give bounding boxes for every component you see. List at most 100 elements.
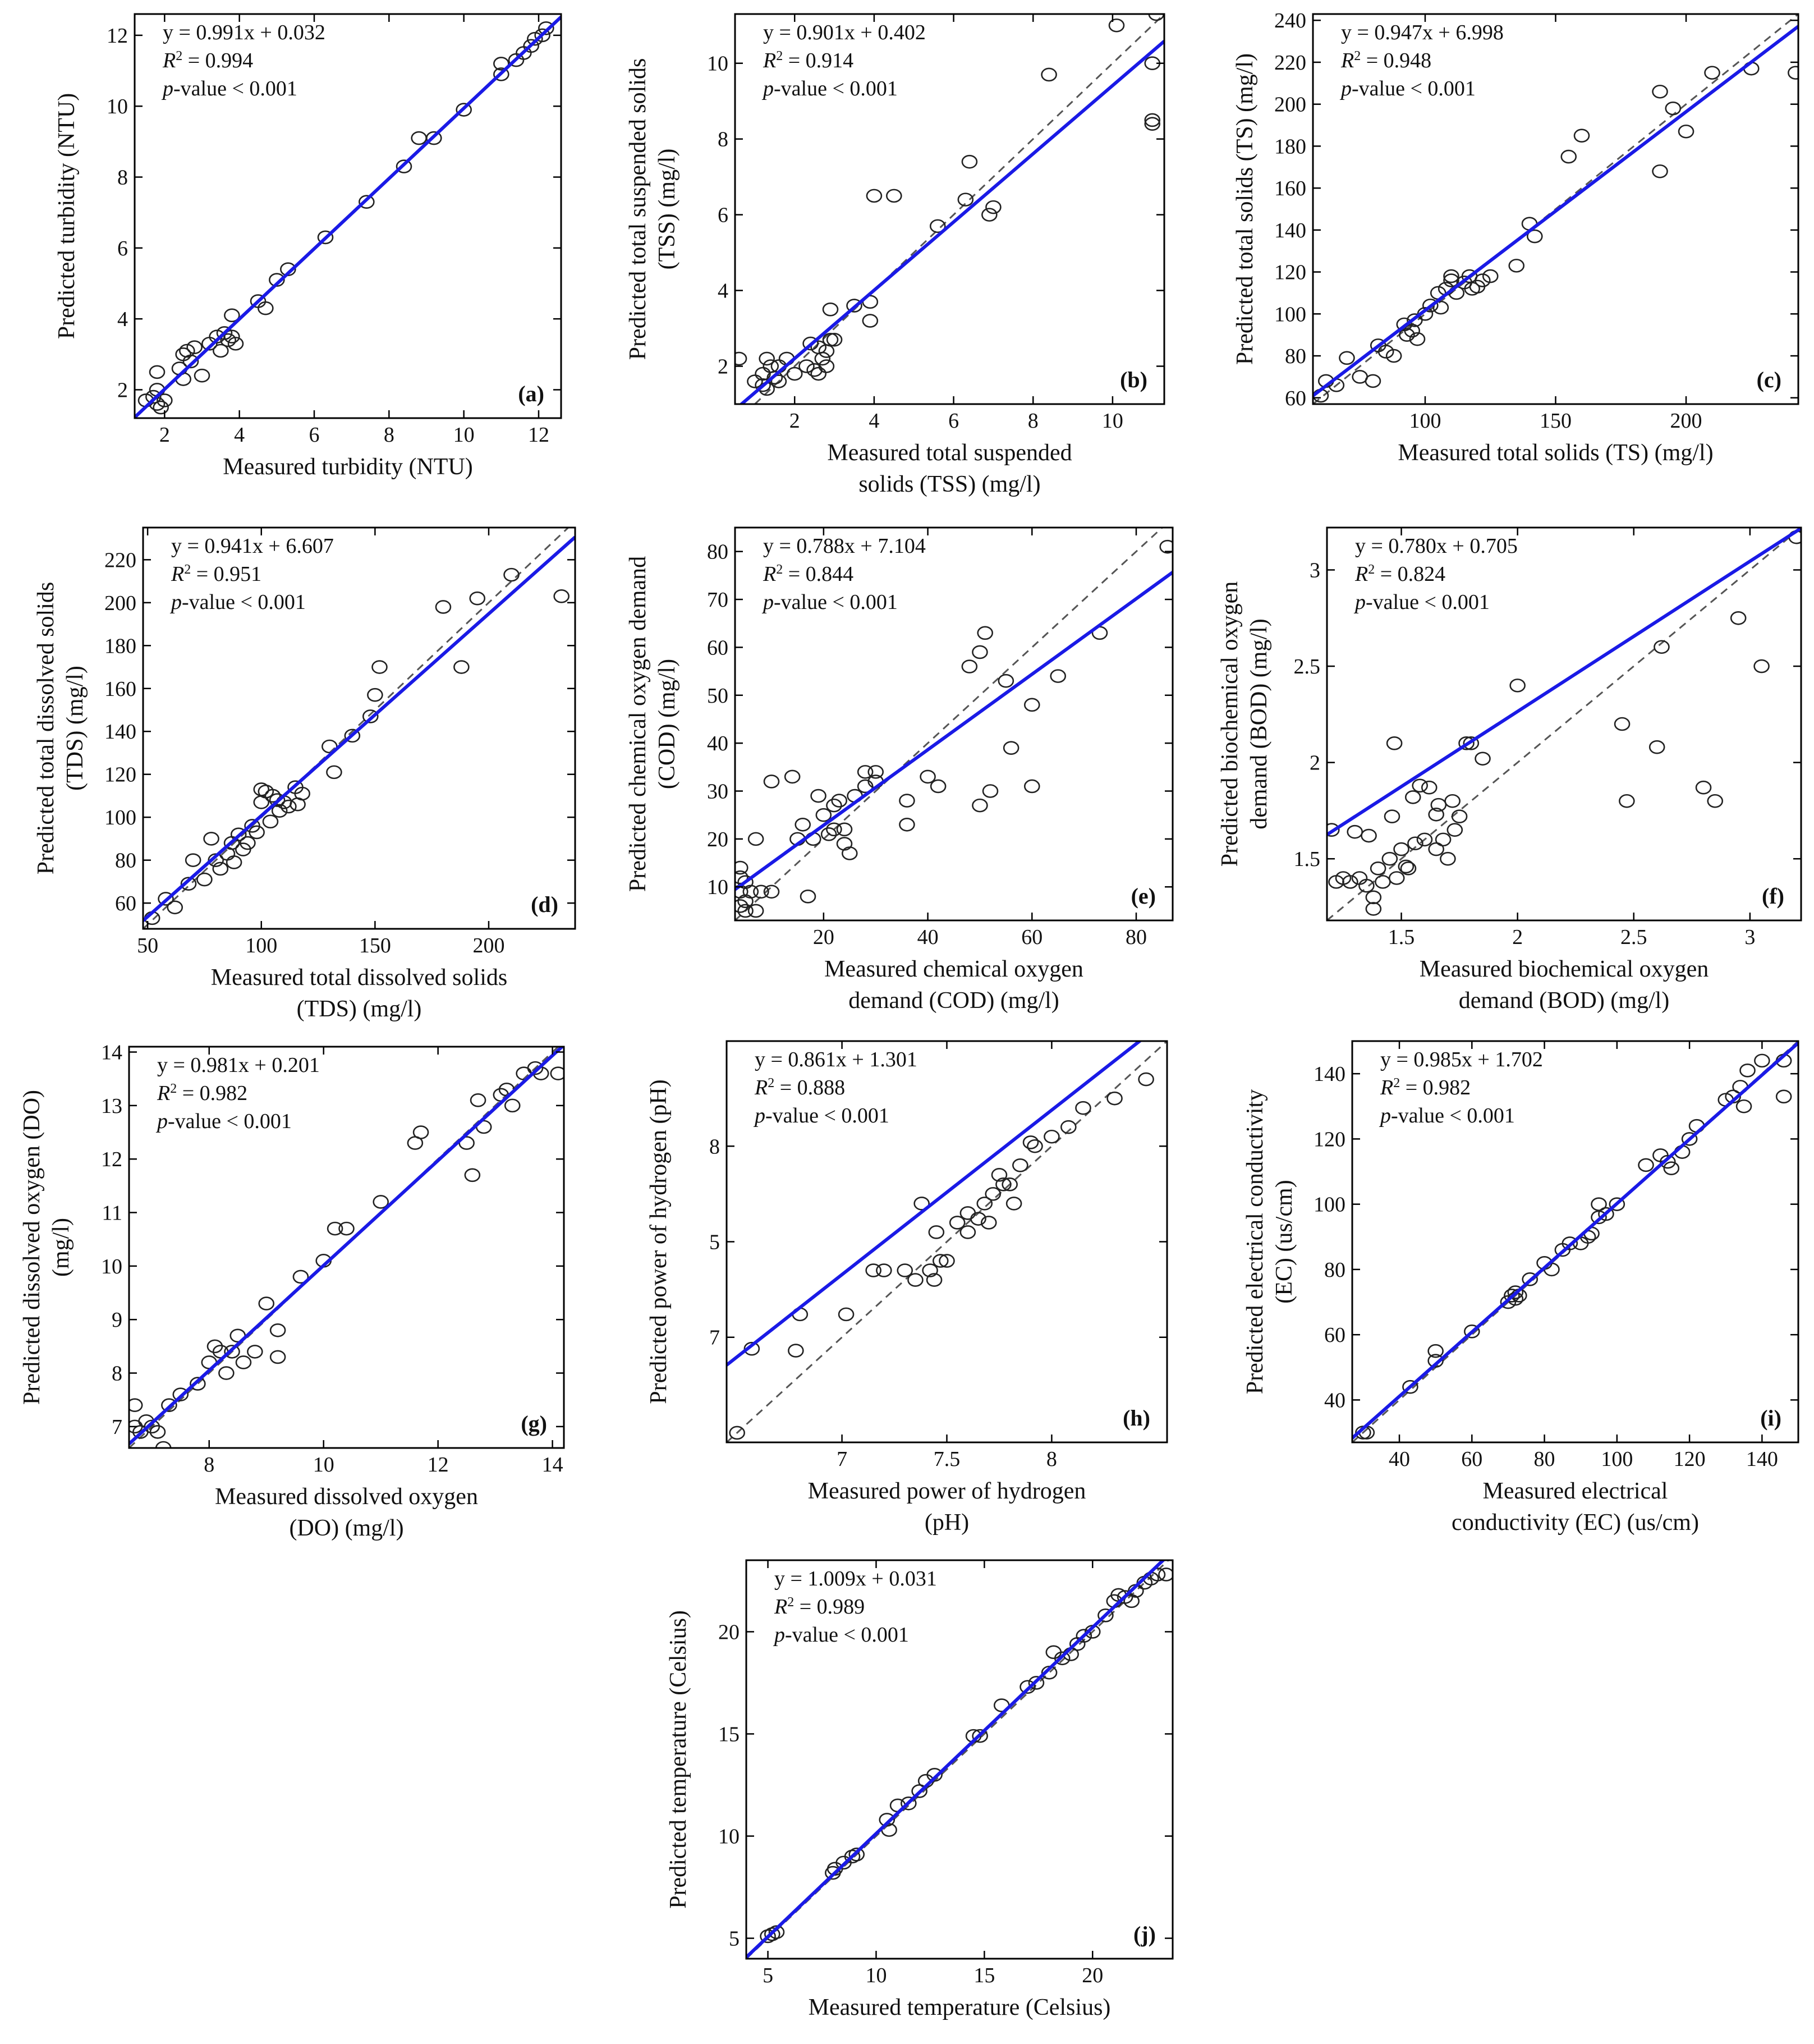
x-tick-label: 20 (813, 925, 834, 949)
y-tick-label: 120 (1314, 1128, 1345, 1151)
y-axis-label: Predicted electrical conductivity (1242, 1089, 1268, 1394)
p-value-text: p-value < 0.001 (1353, 590, 1490, 614)
data-point (1754, 1053, 1770, 1068)
data-point (1398, 859, 1415, 874)
data-point (453, 660, 470, 674)
data-point (826, 798, 842, 813)
data-point (972, 645, 988, 659)
r-squared-text: R2 = 0.951 (171, 562, 261, 586)
data-point (1507, 1285, 1524, 1299)
data-point (985, 1187, 1002, 1201)
data-point (1435, 832, 1452, 847)
y-tick-label: 2 (1310, 751, 1320, 775)
data-point (1148, 14, 1164, 21)
data-point (1388, 871, 1405, 885)
equation-text: y = 0.981x + 0.201 (157, 1053, 320, 1077)
x-tick-label: 100 (245, 934, 277, 957)
p-value-text: p-value < 0.001 (761, 77, 898, 100)
x-tick-label: 120 (1674, 1447, 1706, 1471)
data-point (961, 659, 978, 673)
data-point (149, 365, 166, 379)
x-axis-label: Measured total suspended (827, 440, 1072, 466)
y-axis-label: Predicted total solids (TS) (mg/l) (1232, 53, 1258, 365)
y-axis-label: Predicted temperature (Celsius) (665, 1610, 691, 1909)
data-point (1399, 328, 1415, 342)
x-tick-label: 10 (313, 1453, 334, 1477)
regression-line (735, 571, 1173, 891)
data-point (729, 1426, 745, 1440)
data-point (1463, 736, 1480, 750)
data-point (1377, 345, 1394, 359)
data-point (534, 28, 550, 43)
r-squared-text: R2 = 0.914 (763, 49, 853, 72)
y-axis-label: (EC) (us/cm) (1271, 1180, 1297, 1303)
x-axis-label: demand (COD) (mg/l) (848, 988, 1059, 1014)
data-point (1619, 794, 1635, 808)
data-point (929, 219, 946, 233)
y-tick-label: 60 (1285, 387, 1306, 410)
data-point (822, 303, 839, 317)
data-point (435, 600, 452, 614)
data-point (1735, 1099, 1752, 1113)
data-point (161, 1398, 177, 1413)
equation-text: y = 0.991x + 0.032 (163, 21, 325, 44)
data-point (456, 103, 472, 117)
data-point (939, 1254, 955, 1268)
y-tick-label: 6 (117, 237, 128, 260)
y-tick-label: 100 (104, 806, 136, 829)
y-tick-label: 2.5 (1294, 655, 1321, 679)
data-point (213, 343, 229, 358)
y-tick-label: 5 (729, 1927, 740, 1951)
identity-line (754, 14, 1164, 404)
data-point (995, 1177, 1012, 1191)
data-point (957, 193, 974, 207)
y-tick-label: 7 (112, 1415, 122, 1439)
y-axis-label: Predicted total dissolved solids (33, 582, 59, 874)
data-point (1384, 809, 1400, 824)
data-point (1365, 374, 1381, 388)
data-point (961, 154, 978, 169)
data-point (959, 1225, 976, 1239)
y-tick-label: 11 (102, 1202, 122, 1225)
data-point (1159, 539, 1173, 554)
y-tick-label: 140 (1274, 219, 1306, 242)
y-axis-label: (mg/l) (48, 1218, 74, 1277)
data-point (1365, 902, 1382, 916)
data-point (1614, 717, 1631, 731)
y-axis-label: demand (BOD) (mg/l) (1246, 618, 1272, 829)
data-point (155, 1441, 172, 1448)
data-point (991, 1168, 1008, 1182)
panel-label: (d) (531, 892, 558, 917)
panel-c: 100 150 200 60 80 100 120 140 160 180 200 220 240 y =… (1232, 9, 1799, 466)
y-tick-label: 10 (101, 1255, 122, 1278)
data-point (1422, 299, 1439, 313)
panel-d: 50 100 150 200 60 80 100 120 140 160 180 200 220 y = … (33, 526, 576, 1022)
data-point (838, 1307, 855, 1322)
r-squared-text: R2 = 0.982 (1380, 1076, 1471, 1099)
identity-line (1327, 528, 1801, 920)
data-point (970, 1212, 986, 1226)
data-point (1681, 1132, 1698, 1146)
data-point (1108, 18, 1125, 33)
r-squared-text: R2 = 0.824 (1354, 562, 1445, 586)
x-tick-label: 100 (1409, 409, 1441, 433)
data-point (1404, 790, 1421, 804)
data-point (818, 359, 835, 373)
data-point (1695, 780, 1712, 795)
data-point (523, 39, 539, 53)
y-tick-label: 1.5 (1294, 847, 1321, 871)
y-tick-label: 120 (104, 763, 136, 787)
y-tick-label: 60 (115, 892, 136, 915)
data-point (1440, 851, 1456, 866)
x-axis-label: demand (BOD) (mg/l) (1459, 988, 1670, 1014)
y-tick-label: 12 (107, 24, 128, 48)
data-point (371, 660, 388, 674)
data-point (1474, 273, 1491, 287)
data-point (1358, 878, 1375, 893)
data-point (763, 884, 780, 899)
y-tick-label: 160 (1274, 177, 1306, 200)
y-tick-label: 8 (718, 128, 728, 152)
y-tick-label: 12 (101, 1148, 122, 1171)
data-point (1144, 117, 1161, 131)
x-tick-label: 4 (234, 423, 245, 447)
